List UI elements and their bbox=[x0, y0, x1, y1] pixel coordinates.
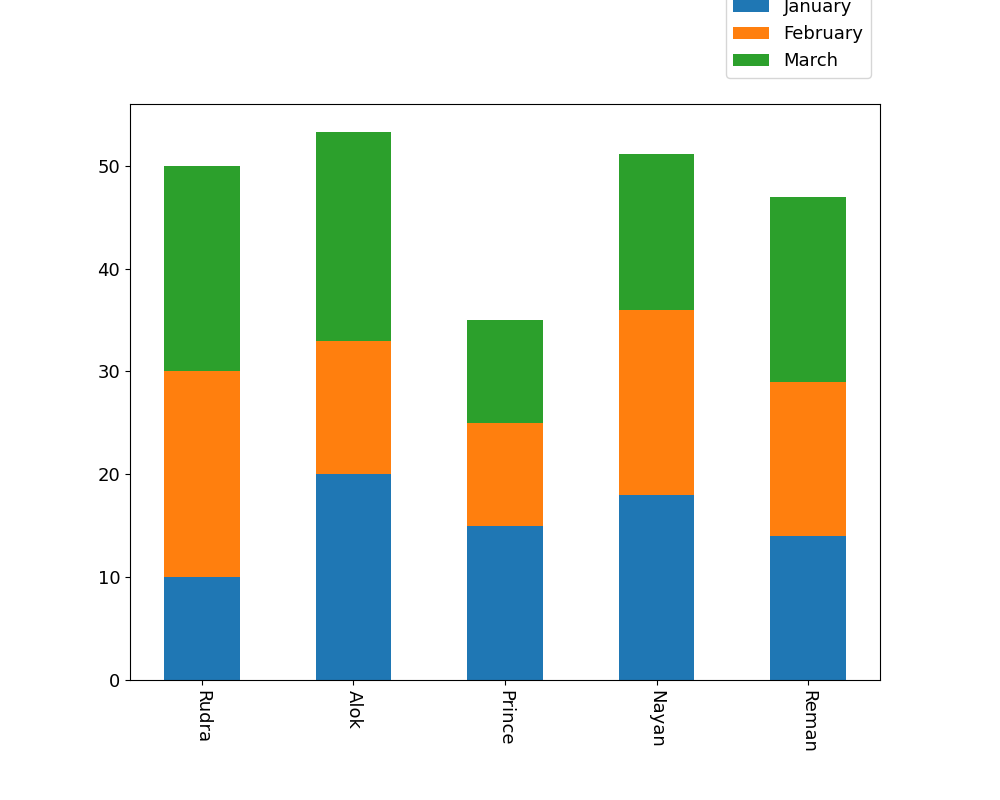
Bar bbox=[619, 154, 694, 310]
Bar bbox=[467, 423, 543, 526]
Bar bbox=[467, 526, 543, 680]
Bar bbox=[164, 577, 240, 680]
Bar bbox=[770, 197, 846, 382]
Bar bbox=[316, 341, 391, 474]
Bar bbox=[164, 166, 240, 371]
Bar bbox=[316, 132, 391, 341]
Bar bbox=[770, 382, 846, 536]
Bar bbox=[316, 474, 391, 680]
Legend: January, February, March: January, February, March bbox=[726, 0, 871, 78]
Bar bbox=[770, 536, 846, 680]
Bar bbox=[619, 495, 694, 680]
Bar bbox=[164, 371, 240, 577]
Bar bbox=[619, 310, 694, 495]
Bar bbox=[467, 320, 543, 423]
